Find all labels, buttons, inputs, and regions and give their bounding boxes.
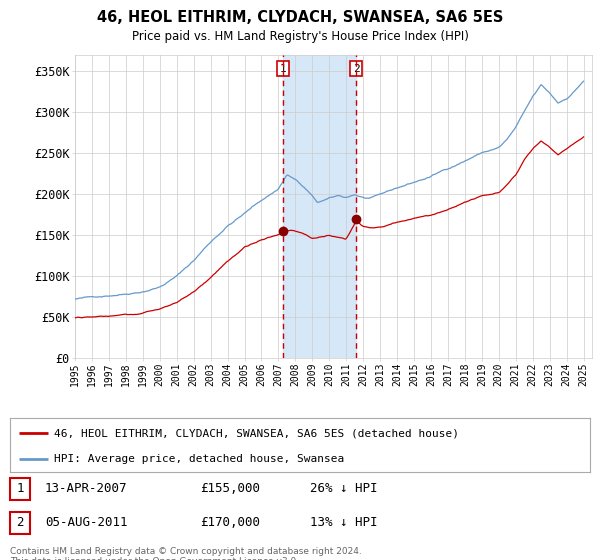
Text: 2: 2	[353, 64, 359, 73]
Text: £170,000: £170,000	[200, 516, 260, 529]
Text: HPI: Average price, detached house, Swansea: HPI: Average price, detached house, Swan…	[53, 454, 344, 464]
Text: 13% ↓ HPI: 13% ↓ HPI	[310, 516, 377, 529]
Text: Contains HM Land Registry data © Crown copyright and database right 2024.
This d: Contains HM Land Registry data © Crown c…	[10, 547, 362, 560]
Text: 1: 1	[280, 64, 287, 73]
Text: 2: 2	[16, 516, 24, 529]
Text: 26% ↓ HPI: 26% ↓ HPI	[310, 482, 377, 494]
Text: 1: 1	[16, 482, 24, 494]
Text: 46, HEOL EITHRIM, CLYDACH, SWANSEA, SA6 5ES: 46, HEOL EITHRIM, CLYDACH, SWANSEA, SA6 …	[97, 10, 503, 25]
Bar	[283, 55, 356, 358]
Text: 13-APR-2007: 13-APR-2007	[45, 482, 128, 494]
Text: Price paid vs. HM Land Registry's House Price Index (HPI): Price paid vs. HM Land Registry's House …	[131, 30, 469, 43]
Text: 46, HEOL EITHRIM, CLYDACH, SWANSEA, SA6 5ES (detached house): 46, HEOL EITHRIM, CLYDACH, SWANSEA, SA6 …	[53, 428, 458, 438]
Text: £155,000: £155,000	[200, 482, 260, 494]
Text: 05-AUG-2011: 05-AUG-2011	[45, 516, 128, 529]
